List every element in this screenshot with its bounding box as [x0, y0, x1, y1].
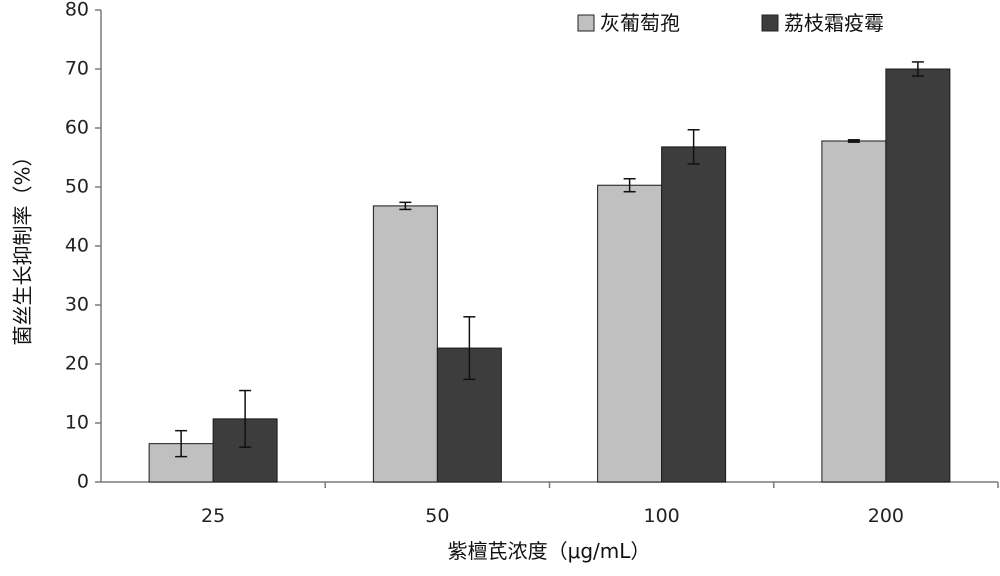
bar-series-1-200 — [821, 140, 887, 483]
x-tick-label: 200 — [868, 505, 904, 527]
bar-series-2-200 — [885, 68, 951, 483]
y-tick-label: 30 — [65, 294, 89, 316]
legend-swatch-series-2 — [761, 14, 779, 32]
x-axis-ticks: 25 50 100 200 — [201, 482, 999, 527]
error-bar-series-2-100 — [687, 129, 700, 165]
error-bar-series-1-200 — [847, 139, 860, 143]
error-bars — [175, 61, 924, 458]
legend-label-series-2: 荔枝霜疫霉 — [784, 11, 884, 35]
error-bar-series-2-200 — [911, 61, 924, 77]
y-axis-ticks: 0 10 20 30 40 50 60 70 80 — [65, 0, 101, 493]
y-tick-label: 50 — [65, 176, 89, 198]
y-tick-label: 70 — [65, 58, 89, 80]
bar-series-2-100 — [661, 146, 727, 483]
error-bar-series-1-50 — [399, 201, 412, 211]
y-tick-label: 40 — [65, 235, 89, 257]
error-bar-series-2-25 — [239, 389, 252, 448]
x-tick-label: 50 — [425, 505, 449, 527]
plot-area: 0 10 20 30 40 50 60 70 80 25 50 100 200 — [65, 0, 999, 527]
y-tick-label: 10 — [65, 412, 89, 434]
legend-label-series-1: 灰葡萄孢 — [600, 11, 680, 35]
bar-series-1-100 — [597, 184, 663, 483]
x-tick-label: 100 — [643, 505, 679, 527]
bars — [148, 68, 951, 483]
y-tick-label: 80 — [65, 0, 89, 21]
y-tick-label: 0 — [77, 471, 89, 493]
legend-swatch-series-1 — [577, 14, 595, 32]
y-axis-title: 菌丝生长抑制率（%） — [11, 146, 35, 345]
x-axis-title: 紫檀芪浓度（μg/mL） — [448, 539, 651, 563]
x-tick-label: 25 — [201, 505, 225, 527]
y-tick-label: 60 — [65, 117, 89, 139]
bar-series-1-50 — [372, 205, 438, 483]
y-tick-label: 20 — [65, 353, 89, 375]
error-bar-series-1-100 — [623, 177, 636, 193]
error-bar-series-2-50 — [463, 316, 476, 381]
legend: 灰葡萄孢 荔枝霜疫霉 — [577, 11, 884, 35]
error-bar-series-1-25 — [175, 429, 188, 458]
